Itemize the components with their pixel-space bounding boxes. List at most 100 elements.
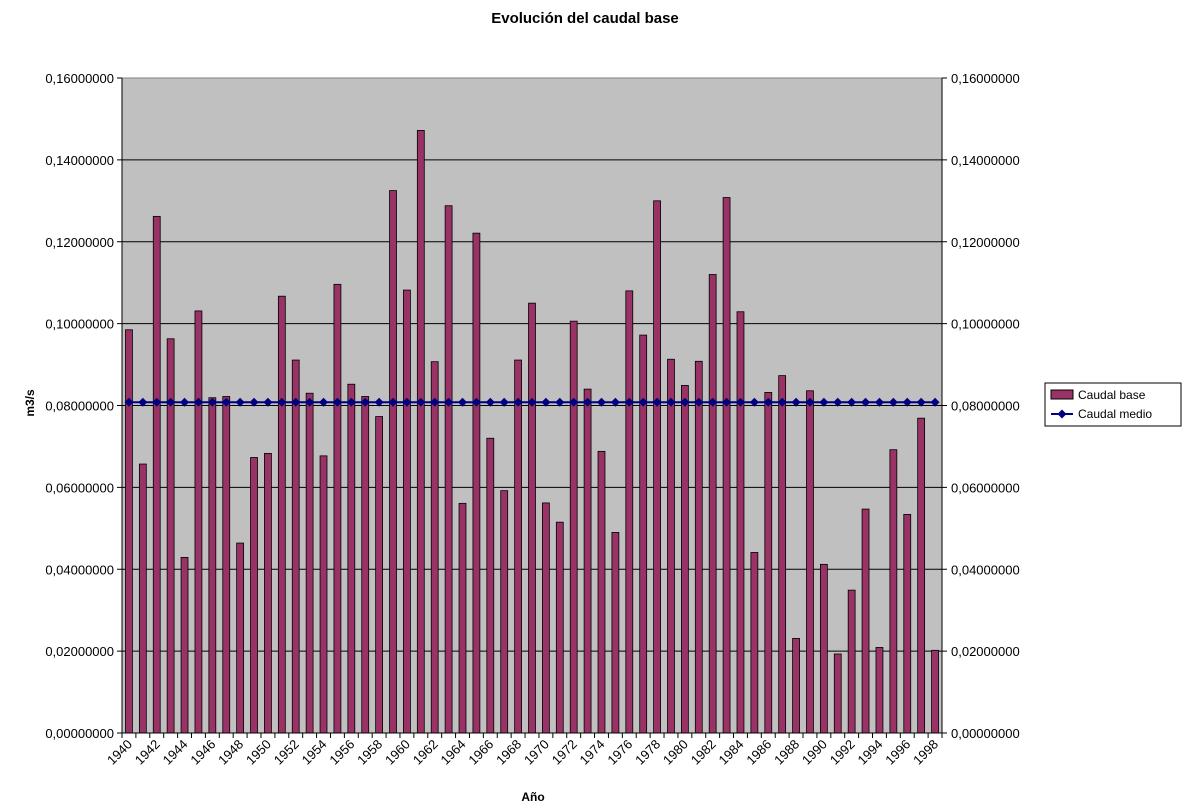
bar-1953: [305, 392, 314, 734]
bar-1963: [444, 205, 453, 734]
marker-1995: [888, 397, 898, 407]
marker-1964: [458, 397, 468, 407]
bar-1945: [194, 310, 203, 734]
y-tick-label-left: 0,04000000: [45, 562, 114, 577]
bar-1957: [361, 396, 370, 734]
bar-1940: [125, 329, 133, 734]
marker-1968: [513, 397, 523, 407]
bar-1982: [708, 274, 717, 734]
y-tick-label-right: 0,00000000: [951, 726, 1020, 741]
y-tick-label-right: 0,08000000: [951, 399, 1020, 414]
legend-label-caudal-base: Caudal base: [1078, 388, 1146, 402]
bar-1990: [819, 563, 828, 734]
x-axis-title: Año: [521, 790, 544, 804]
y-tick-label-left: 0,06000000: [45, 480, 114, 495]
x-tick-label: 1958: [354, 737, 385, 768]
x-tick-label: 1942: [132, 737, 163, 768]
marker-1987: [777, 397, 787, 407]
x-tick-label: 1966: [465, 737, 496, 768]
x-tick-label: 1978: [632, 737, 663, 768]
x-tick-label: 1990: [799, 737, 830, 768]
x-tick-label: 1962: [410, 737, 441, 768]
bar-1991: [833, 653, 842, 734]
legend-swatch-caudal-base: [1050, 389, 1074, 400]
bar-1947: [222, 396, 231, 734]
bar-1968: [514, 359, 522, 734]
marker-1946: [207, 397, 217, 407]
bar-1944: [180, 556, 189, 734]
marker-1996: [902, 397, 912, 407]
bar-1949: [250, 457, 258, 734]
x-tick-label: 1964: [438, 737, 469, 768]
bar-1980: [681, 385, 689, 734]
bar-1995: [889, 449, 898, 734]
bar-1989: [806, 390, 814, 734]
marker-1971: [555, 397, 565, 407]
marker-1989: [805, 397, 815, 407]
marker-1957: [360, 397, 370, 407]
y-tick-label-left: 0,12000000: [45, 235, 114, 250]
bar-1981: [694, 360, 703, 734]
y-tick-label-left: 0,08000000: [45, 399, 114, 414]
marker-1959: [388, 397, 398, 407]
marker-1991: [833, 397, 843, 407]
marker-1990: [819, 397, 829, 407]
bar-1975: [611, 532, 620, 734]
bar-1988: [792, 638, 800, 734]
bar-1993: [861, 508, 870, 734]
legend-label-caudal-medio: Caudal medio: [1078, 407, 1152, 421]
bar-1955: [333, 283, 342, 734]
marker-1980: [680, 397, 690, 407]
y-tick-label-right: 0,16000000: [951, 71, 1020, 86]
marker-1963: [444, 397, 454, 407]
bar-1958: [375, 416, 383, 734]
bar-1986: [764, 391, 773, 734]
bar-1969: [528, 302, 536, 734]
marker-1986: [763, 397, 773, 407]
bar-1948: [236, 542, 245, 734]
bar-1976: [625, 290, 634, 734]
x-tick-label: 1944: [160, 737, 191, 768]
bar-1956: [347, 383, 356, 734]
x-tick-label: 1948: [215, 737, 246, 768]
bar-1971: [555, 521, 564, 734]
x-tick-label: 1998: [910, 737, 941, 768]
y-tick-label-right: 0,02000000: [951, 644, 1020, 659]
marker-1982: [708, 397, 718, 407]
marker-1944: [180, 397, 190, 407]
x-tick-label: 1960: [382, 737, 413, 768]
marker-1940: [124, 397, 134, 407]
marker-1942: [152, 397, 162, 407]
marker-1960: [402, 397, 412, 407]
marker-1949: [249, 397, 259, 407]
legend: Caudal base Caudal medio: [1044, 382, 1182, 427]
x-tick-label: 1950: [243, 737, 274, 768]
x-tick-label: 1994: [855, 737, 886, 768]
marker-1948: [235, 397, 245, 407]
marker-1998: [930, 397, 940, 407]
marker-1994: [874, 397, 884, 407]
x-tick-label: 1968: [493, 737, 524, 768]
marker-1988: [791, 397, 801, 407]
bar-1959: [389, 190, 397, 734]
bar-1983: [722, 197, 731, 734]
marker-1975: [610, 397, 620, 407]
bar-1996: [903, 513, 912, 734]
marker-1970: [541, 397, 551, 407]
bar-1997: [917, 417, 926, 734]
marker-1967: [499, 397, 509, 407]
marker-1941: [138, 397, 148, 407]
bar-1966: [486, 437, 495, 734]
y-axis-title: m3/s: [23, 389, 37, 417]
y-axis-right: 0,00000000 0,02000000 0,04000000 0,06000000…: [941, 71, 1020, 741]
bar-1972: [569, 320, 578, 734]
marker-1976: [624, 397, 634, 407]
bar-1941: [138, 463, 147, 734]
y-tick-label-left: 0,00000000: [45, 726, 114, 741]
bar-1984: [736, 311, 745, 734]
marker-1951: [277, 397, 287, 407]
marker-1969: [527, 397, 537, 407]
bar-1954: [319, 455, 328, 734]
bar-1970: [542, 502, 550, 734]
bar-1942: [152, 215, 161, 734]
